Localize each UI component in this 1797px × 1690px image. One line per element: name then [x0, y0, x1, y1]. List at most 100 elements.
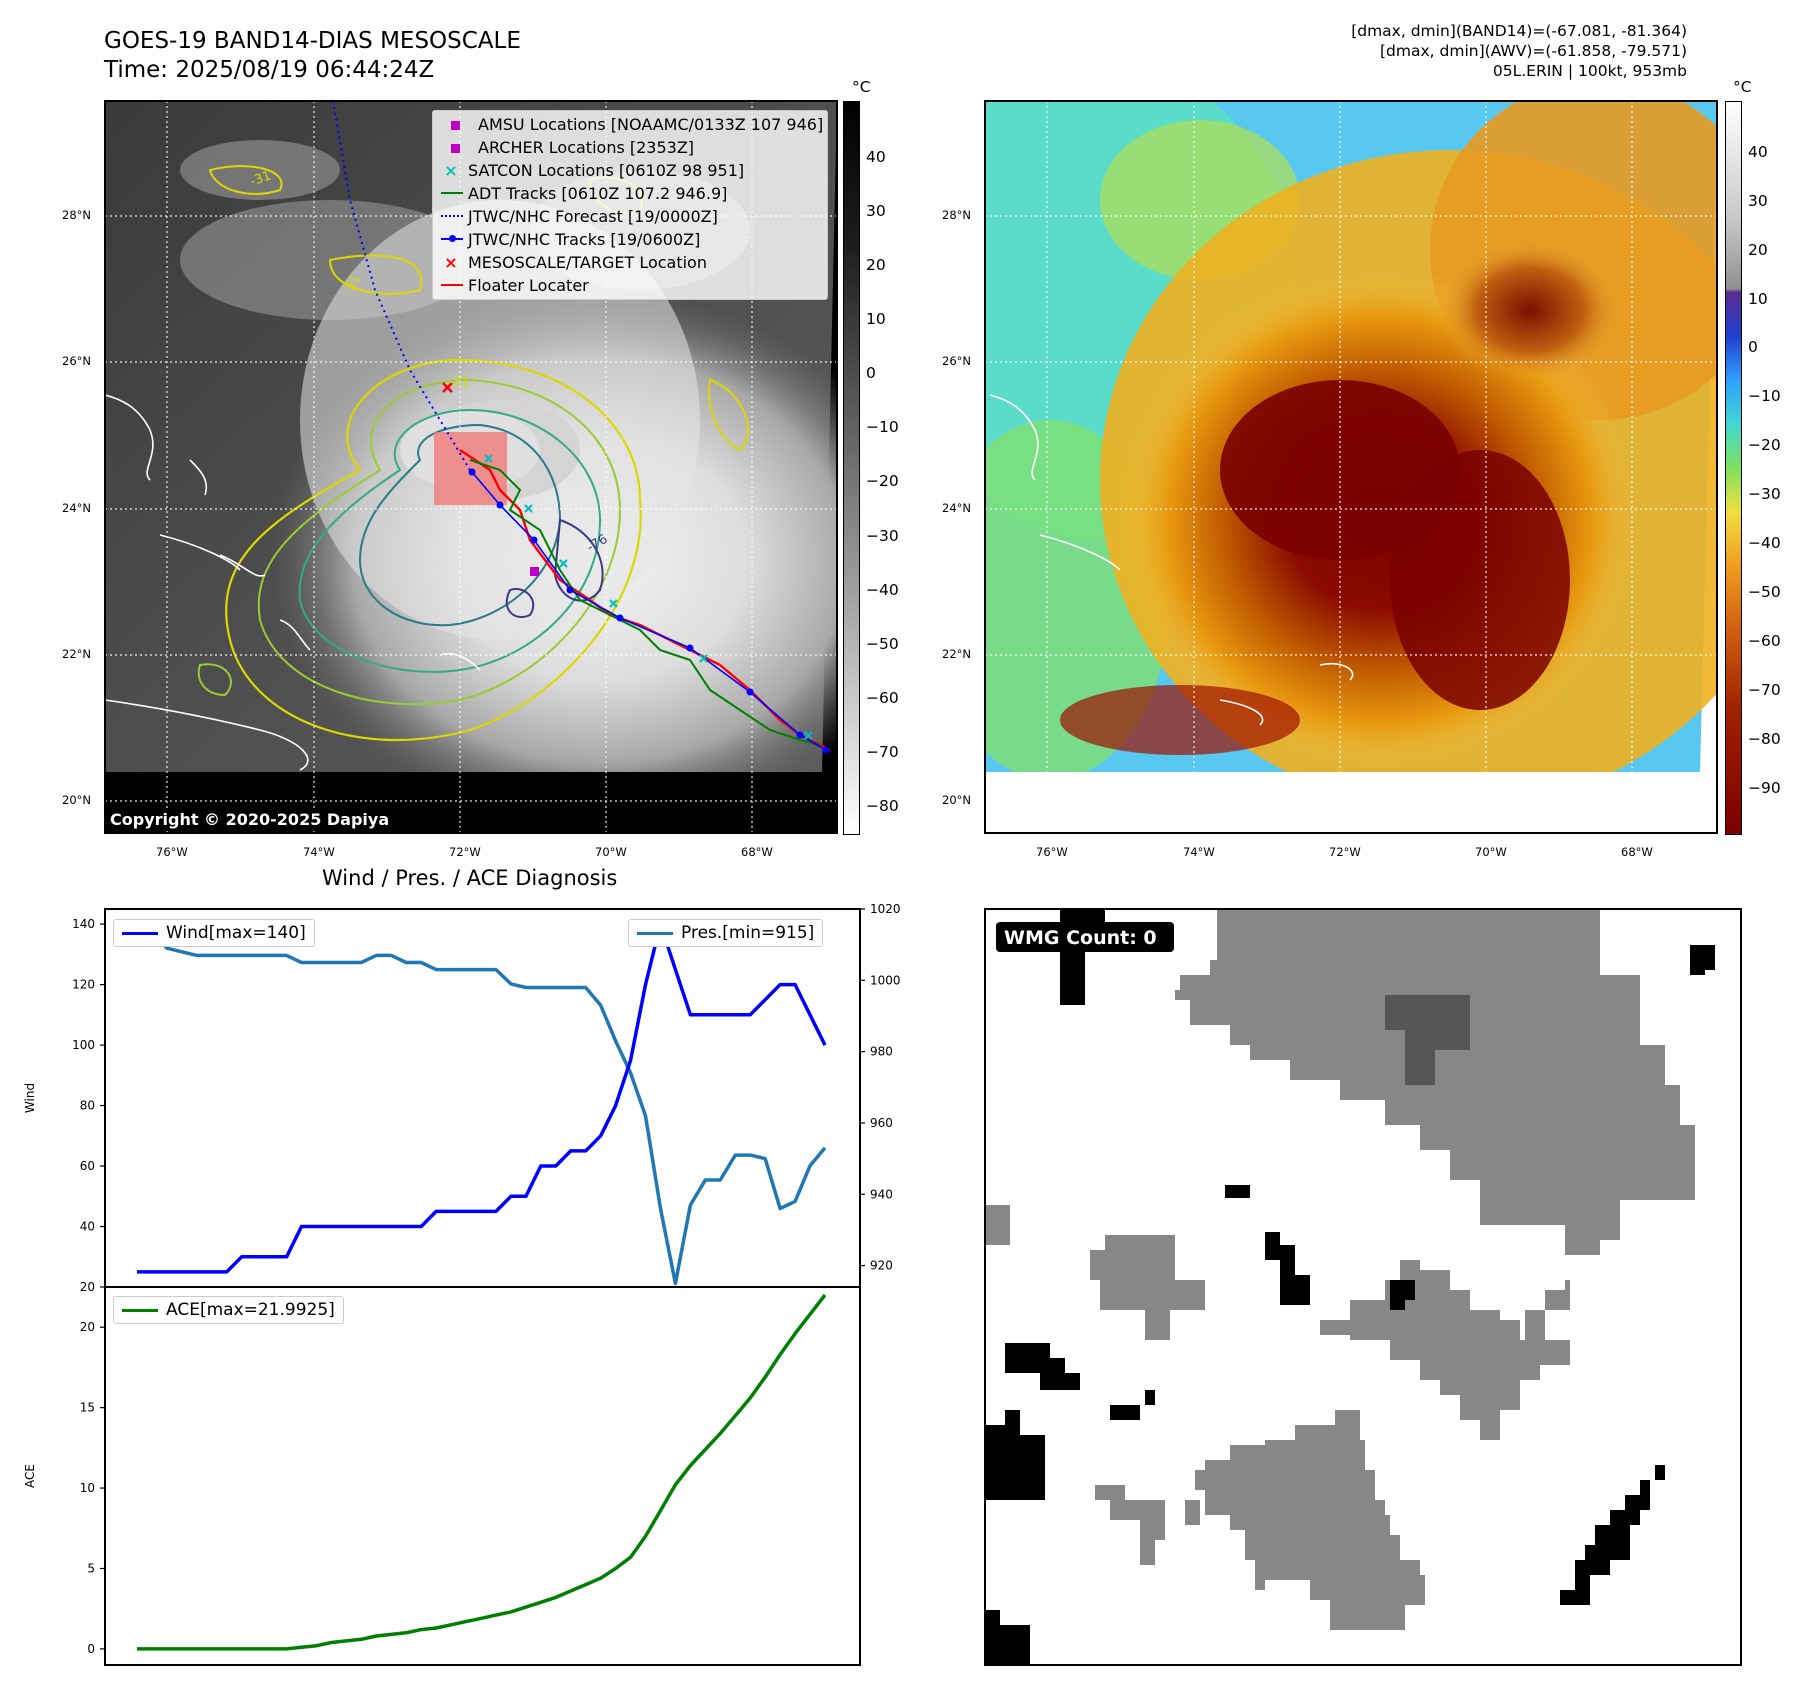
gray-cb-tick: 20: [866, 256, 886, 274]
wind-pressure-chart: 20 40 60 80 100 120 140 Wind 920 940 960 980 1000 102…: [23, 902, 900, 1294]
lat-tick: 28°N: [942, 208, 971, 222]
info-line3: 05L.ERIN | 100kt, 953mb: [1492, 62, 1687, 80]
lat-tick: 22°N: [942, 647, 971, 661]
color-cb-tick: 10: [1748, 290, 1768, 308]
contour-label: -31: [248, 168, 273, 189]
lon-tick: 74°W: [1183, 845, 1215, 859]
gray-cb-tick: 40: [866, 148, 886, 166]
color-cb-tick: −70: [1748, 681, 1781, 699]
color-cb-tick: 30: [1748, 192, 1768, 210]
ace-tick-label: 5: [87, 1561, 95, 1575]
wv-imagery: [985, 101, 1717, 833]
lon-tick: 70°W: [1475, 845, 1507, 859]
gray-cb-tick: −50: [866, 635, 899, 653]
x-marker-icon: ×: [444, 161, 458, 180]
lon-tick: 70°W: [595, 845, 627, 859]
wmg-dark-region: [1385, 995, 1470, 1085]
legend-item-floater: Floater Locater: [441, 276, 589, 295]
pressure-tick-label: 980: [870, 1045, 893, 1059]
dotted-line-icon: [441, 214, 463, 217]
gray-cb-tick: 0: [866, 364, 876, 382]
lat-tick: 26°N: [62, 354, 91, 368]
jtwc-points: [468, 468, 830, 754]
lat-tick: 20°N: [62, 793, 91, 807]
pressure-tick-label: 1000: [870, 973, 900, 987]
square-marker-icon: [451, 120, 460, 130]
figure-title-line1: GOES-19 BAND14-DIAS MESOSCALE: [104, 28, 521, 54]
wind-tick-label: 120: [72, 978, 95, 992]
color-cb-tick: −90: [1748, 779, 1781, 797]
wind-tick-label: 20: [80, 1280, 95, 1294]
amsu-point: [530, 567, 539, 576]
wind-legend: Wind[max=140]: [113, 919, 315, 947]
gray-cb-tick: 30: [866, 202, 886, 220]
satcon-points: [484, 454, 813, 740]
legend-item-amsu: AMSU Locations [NOAAMC/0133Z 107 946]: [441, 115, 823, 134]
color-cb-tick: 0: [1748, 338, 1758, 356]
lon-tick: 72°W: [1329, 845, 1361, 859]
color-map-panel: [984, 100, 1718, 834]
color-cb-tick: −50: [1748, 583, 1781, 601]
forecast-track: [332, 101, 471, 471]
color-colorbar: [1725, 101, 1742, 835]
gray-cb-tick: −20: [866, 472, 899, 490]
color-cb-tick: 40: [1748, 143, 1768, 161]
legend-item-satcon: × SATCON Locations [0610Z 98 951]: [441, 161, 744, 180]
ace-axis-label: ACE: [23, 1464, 37, 1488]
map-legend: AMSU Locations [NOAAMC/0133Z 107 946] AR…: [432, 110, 828, 300]
pressure-series-line: [137, 928, 827, 1286]
lon-tick: 68°W: [1621, 845, 1653, 859]
gray-cb-tick: −70: [866, 743, 899, 761]
wind-tick-label: 80: [80, 1099, 95, 1113]
wind-tick-label: 60: [80, 1159, 95, 1173]
gray-cb-tick: −10: [866, 418, 899, 436]
adt-track: [469, 459, 821, 746]
color-cb-tick: −20: [1748, 436, 1781, 454]
ace-plot-frame: [104, 1286, 861, 1666]
lon-tick: 76°W: [1036, 845, 1068, 859]
diagnosis-chart: 20406080100120140Wind9209409609801000102…: [23, 902, 900, 1666]
wind-tick-label: 40: [80, 1220, 95, 1234]
lat-tick: 22°N: [62, 647, 91, 661]
legend-item-target: × MESOSCALE/TARGET Location: [441, 253, 707, 272]
wmg-black-regions: [985, 909, 1715, 1665]
ace-legend: ACE[max=21.9925]: [113, 1296, 344, 1324]
wmg-count-label: WMG Count: 0: [1004, 927, 1157, 949]
pressure-tick-label: 1020: [870, 902, 900, 916]
lon-tick: 72°W: [449, 845, 481, 859]
gray-colorbar-unit: °C: [852, 78, 871, 96]
copyright-text: Copyright © 2020-2025 Dapiya: [110, 810, 389, 829]
color-cb-tick: −10: [1748, 387, 1781, 405]
line-dot-icon: [441, 234, 463, 242]
line-marker-icon: [122, 1308, 158, 1312]
gray-cb-tick: 10: [866, 310, 886, 328]
pressure-tick-label: 960: [870, 1116, 893, 1130]
gray-colorbar: [843, 101, 860, 835]
lat-tick: 24°N: [942, 501, 971, 515]
gray-cb-tick: −40: [866, 581, 899, 599]
line-marker-icon: [637, 931, 673, 935]
lat-tick: 26°N: [942, 354, 971, 368]
gray-cb-tick: −80: [866, 797, 899, 815]
line-marker-icon: [122, 931, 158, 935]
x-marker-icon: ×: [444, 253, 458, 272]
diagnosis-title: Wind / Pres. / ACE Diagnosis: [322, 866, 618, 890]
square-marker-icon: [451, 143, 460, 153]
info-line1: [dmax, dmin](BAND14)=(-67.081, -81.364): [1351, 22, 1687, 40]
pressure-tick-label: 940: [870, 1187, 893, 1201]
pressure-tick-label: 920: [870, 1259, 893, 1273]
legend-item-forecast: JTWC/NHC Forecast [19/0000Z]: [441, 207, 718, 226]
ace-tick-label: 0: [87, 1642, 95, 1656]
wind-series-line: [137, 922, 827, 1274]
color-cb-tick: −40: [1748, 534, 1781, 552]
figure-title-line2: Time: 2025/08/19 06:44:24Z: [104, 57, 435, 83]
lat-tick: 20°N: [942, 793, 971, 807]
wind-axis-label: Wind: [23, 1083, 37, 1113]
contour-label: -31: [448, 375, 469, 390]
lat-tick: 24°N: [62, 501, 91, 515]
ace-tick-label: 10: [80, 1481, 95, 1495]
ace-chart: 0 5 10 15 20 ACE: [23, 1286, 861, 1666]
lon-tick: 76°W: [156, 845, 188, 859]
info-line2: [dmax, dmin](AWV)=(-61.858, -79.571): [1380, 42, 1687, 60]
